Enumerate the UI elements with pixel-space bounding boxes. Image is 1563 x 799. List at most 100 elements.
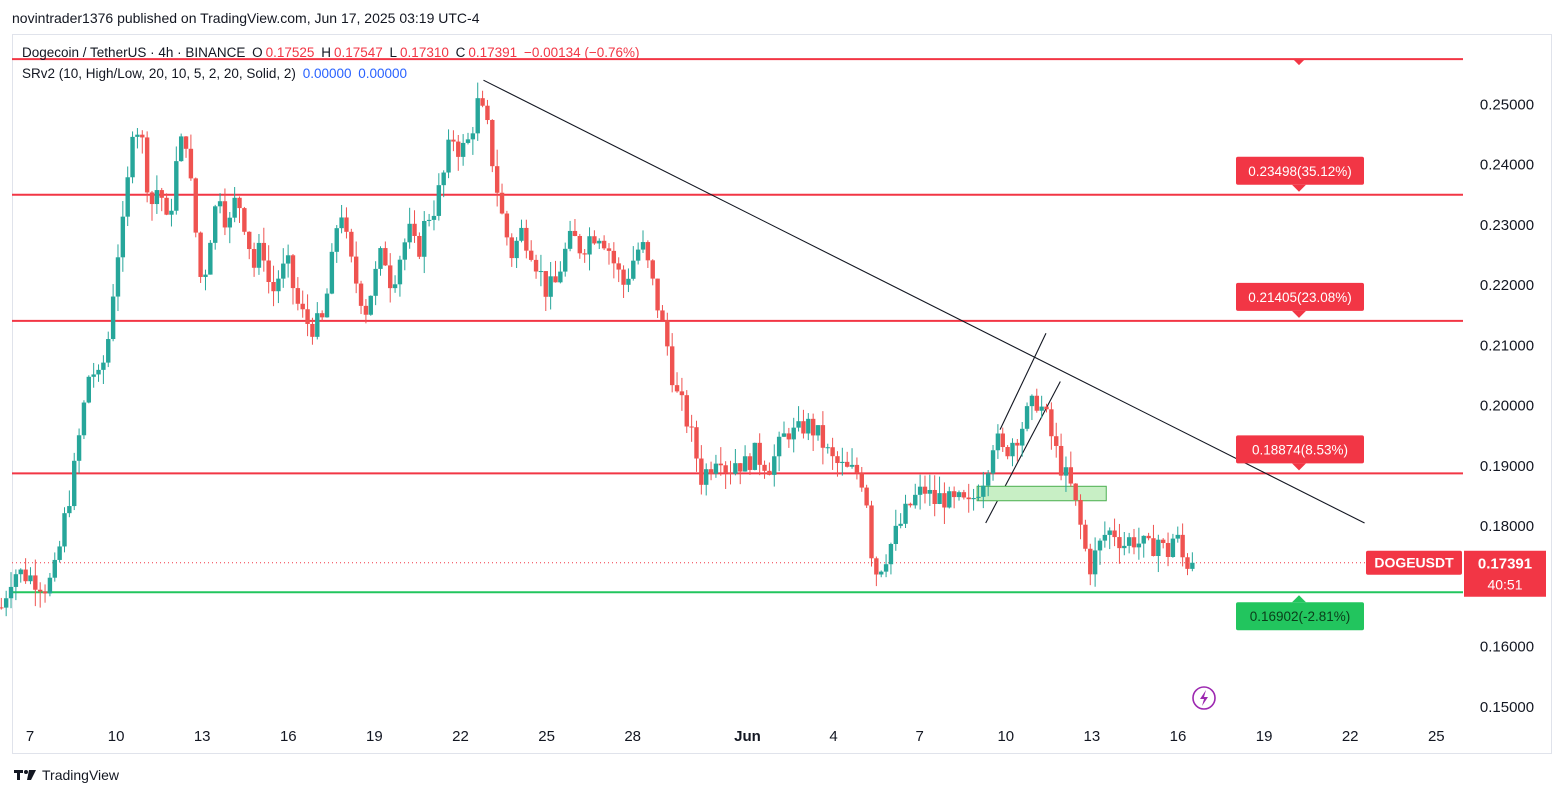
candle-body [315,313,320,337]
candle-body [42,591,48,594]
close-label: C [455,45,466,60]
candle-body [917,486,923,495]
candle-body [563,248,568,272]
candle-body [733,463,738,474]
candle-body [407,223,412,243]
candle-body [772,456,777,475]
drawings-layer [483,79,1365,524]
candle-body [1131,537,1137,548]
candle-body [198,232,203,277]
candle-body [879,571,884,575]
price-axis[interactable]: 0.25000 0.24000 0.23000 0.22000 0.21000 0.200… [1366,96,1546,716]
x-tick-label: 7 [26,728,34,745]
candle-body [490,120,495,167]
candle-body [164,197,169,215]
candle-body [1000,433,1005,448]
candle-body [888,544,894,565]
candle-body [3,598,9,608]
candle-body [990,450,996,474]
candle-body [1190,562,1195,569]
lightning-icon[interactable] [1192,686,1216,710]
chart-frame[interactable] [12,34,1552,754]
candle-body [1054,436,1059,446]
channel-line-1 [985,381,1061,524]
symbol-legend[interactable]: Dogecoin / TetherUS · 4h · BINANCE O 0.17… [22,45,643,60]
candle-body [222,201,228,228]
level-label-tip-3 [1292,463,1306,471]
candle-body [1068,467,1074,484]
candle-body [62,513,67,547]
candle-body [835,456,840,464]
candle-body [742,456,748,472]
candle-body [849,464,855,467]
time-axis[interactable]: 7 10 13 16 19 22 25 28 Jun 4 7 10 13 16 19 22 25 [26,728,1445,745]
candle-body [976,496,981,498]
level-label-text-2: 0.21405(23.08%) [1248,290,1352,305]
footer-brand[interactable]: TradingView [14,767,119,783]
candle-body [261,242,267,261]
candle-body [378,248,383,269]
candle-body [159,190,164,198]
candle-body [188,148,194,179]
candle-body [937,493,942,504]
candle-body [708,469,714,474]
candle-body [645,242,651,261]
candle-body [713,463,719,474]
candle-body [791,427,796,440]
candle-body [903,503,908,524]
candle-body [728,472,733,474]
candle-body [281,263,286,279]
candle-body [154,190,160,205]
x-tick-label: 19 [366,728,383,745]
candle-body [412,223,417,236]
level-label-text-4: 0.16902(-2.81%) [1250,609,1351,624]
x-tick-label: 25 [538,728,555,745]
candle-body [1078,500,1083,525]
candle-body [631,260,636,279]
y-tick-label: 0.25000 [1480,96,1534,113]
price-tag-value: 0.17391 [1478,556,1532,573]
candle-body [1020,428,1025,446]
candle-body [470,133,476,140]
candle-body [796,421,801,428]
candle-body [786,433,792,440]
footer-brand-label: TradingView [42,767,120,783]
candle-body [815,425,821,436]
candle-body [776,436,782,457]
candle-body [242,208,247,232]
candle-body [417,235,422,257]
x-tick-label: 10 [997,728,1014,745]
candle-body [81,402,87,436]
candle-body [932,489,937,504]
candle-body [183,136,189,149]
candle-body [319,313,325,318]
candle-body [942,493,947,508]
level-label-box-3 [1236,435,1364,464]
candle-body [426,219,432,221]
candle-body [747,456,753,470]
candle-body [422,220,427,257]
candle-body [514,240,519,259]
candle-body [397,259,403,285]
candle-body [271,282,276,292]
candle-body [144,137,150,193]
candle-body [577,235,583,254]
candle-body [475,98,480,134]
candle-body [130,136,135,178]
candle-body [669,346,675,386]
candle-body [1015,442,1020,446]
y-tick-label: 0.23000 [1480,217,1534,234]
candle-body [820,425,826,448]
indicator-legend[interactable]: SRv2 (10, High/Low, 20, 10, 5, 2, 20, So… [22,66,410,81]
level-label-box-1 [1236,156,1364,185]
candle-body [52,559,57,578]
candle-body [1141,535,1146,544]
x-tick-label: 28 [624,728,641,745]
candle-body [232,197,237,218]
candle-body [1160,539,1166,543]
candle-body [1092,550,1098,575]
candle-body [504,213,510,238]
candle-body [723,465,728,473]
candle-body [650,260,655,279]
